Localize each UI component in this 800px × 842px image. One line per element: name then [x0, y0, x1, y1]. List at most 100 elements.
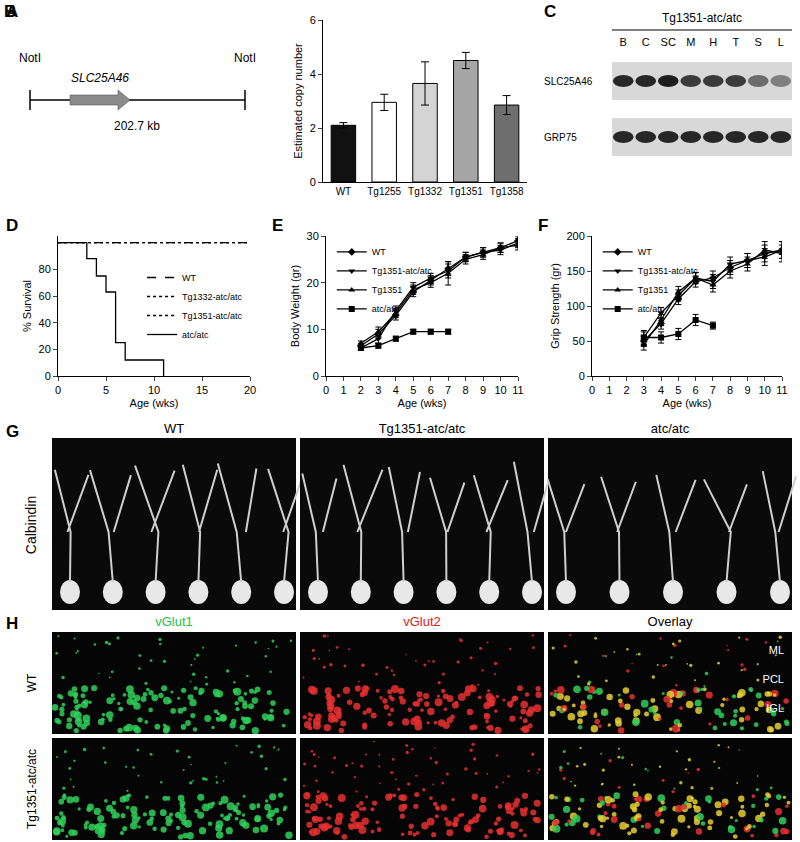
svg-text:WT: WT: [182, 273, 196, 283]
svg-text:0: 0: [310, 176, 316, 188]
svg-text:Tg1332: Tg1332: [408, 186, 442, 197]
svg-text:5: 5: [103, 384, 109, 396]
html-text:G: G: [6, 422, 20, 441]
svg-text:3: 3: [641, 384, 647, 396]
svg-text:30: 30: [307, 230, 319, 242]
svg-text:8: 8: [463, 384, 469, 396]
svg-text:ML: ML: [769, 644, 784, 656]
svg-text:80: 80: [39, 263, 51, 275]
svg-text:WT: WT: [25, 673, 39, 692]
svg-text:PCL: PCL: [763, 673, 784, 685]
svg-text:1: 1: [606, 384, 612, 396]
svg-text:% Survival: % Survival: [21, 280, 33, 332]
svg-text:10: 10: [307, 323, 319, 335]
svg-text:6: 6: [428, 384, 434, 396]
svg-text:Tg1358: Tg1358: [490, 186, 524, 197]
svg-text:SLC25A46: SLC25A46: [71, 71, 129, 85]
svg-text:4: 4: [658, 384, 664, 396]
svg-text:IGL: IGL: [766, 702, 784, 714]
svg-text:WT: WT: [164, 421, 184, 436]
svg-text:Tg1351-atc/atc: Tg1351-atc/atc: [638, 266, 699, 276]
svg-text:M: M: [686, 36, 695, 48]
svg-text:5: 5: [675, 384, 681, 396]
svg-text:7: 7: [445, 384, 451, 396]
svg-text:0: 0: [45, 370, 51, 382]
svg-text:atc/atc: atc/atc: [372, 304, 399, 314]
svg-text:Tg1351-atc/atc: Tg1351-atc/atc: [662, 11, 742, 25]
svg-text:Age (wks): Age (wks): [398, 397, 447, 409]
svg-text:10: 10: [759, 384, 771, 396]
svg-text:2: 2: [623, 384, 629, 396]
svg-text:6: 6: [693, 384, 699, 396]
svg-text:SLC25A46: SLC25A46: [544, 76, 593, 87]
svg-text:11: 11: [776, 384, 787, 396]
svg-text:0: 0: [55, 384, 61, 396]
svg-text:15: 15: [196, 384, 208, 396]
svg-text:T: T: [732, 36, 739, 48]
svg-text:Age (wks): Age (wks): [663, 397, 712, 409]
svg-text:150: 150: [566, 265, 584, 277]
svg-text:Grip Strength (gr): Grip Strength (gr): [549, 263, 561, 349]
svg-text:40: 40: [39, 317, 51, 329]
svg-text:Tg1255: Tg1255: [367, 186, 401, 197]
svg-text:50: 50: [573, 335, 585, 347]
svg-text:9: 9: [744, 384, 750, 396]
svg-text:10: 10: [494, 384, 506, 396]
svg-text:atc/atc: atc/atc: [638, 304, 665, 314]
svg-text:202.7 kb: 202.7 kb: [114, 119, 160, 133]
svg-text:5: 5: [410, 384, 416, 396]
svg-text:WT: WT: [336, 186, 352, 197]
svg-text:L: L: [778, 36, 784, 48]
svg-text:vGlut2: vGlut2: [403, 614, 441, 629]
svg-text:20: 20: [244, 384, 256, 396]
svg-text:Tg1332-atc/atc: Tg1332-atc/atc: [182, 292, 243, 302]
svg-text:Age (wks): Age (wks): [130, 397, 179, 409]
svg-text:atc/atc: atc/atc: [182, 330, 209, 340]
svg-text:4: 4: [393, 384, 399, 396]
svg-text:Tg1351: Tg1351: [372, 285, 403, 295]
svg-text:S: S: [755, 36, 762, 48]
svg-text:SC: SC: [661, 36, 676, 48]
svg-text:GRP75: GRP75: [544, 132, 577, 143]
svg-text:atc/atc: atc/atc: [651, 421, 690, 436]
svg-text:NotI: NotI: [234, 51, 256, 65]
svg-text:7: 7: [710, 384, 716, 396]
svg-text:8: 8: [727, 384, 733, 396]
svg-text:0: 0: [313, 370, 319, 382]
svg-text:WT: WT: [372, 247, 386, 257]
svg-text:Tg1351-atc/atc: Tg1351-atc/atc: [372, 266, 433, 276]
svg-text:0: 0: [579, 370, 585, 382]
svg-text:NotI: NotI: [19, 51, 41, 65]
svg-text:Tg1351: Tg1351: [638, 285, 669, 295]
svg-text:vGlut1: vGlut1: [155, 614, 193, 629]
svg-text:WT: WT: [638, 247, 652, 257]
svg-text:H: H: [709, 36, 717, 48]
svg-text:200: 200: [566, 230, 584, 242]
svg-text:2: 2: [310, 122, 316, 134]
html-text:A: A: [6, 2, 19, 21]
svg-text:Tg1351-atc/atc: Tg1351-atc/atc: [25, 749, 39, 829]
svg-text:Body Weight (gr): Body Weight (gr): [289, 265, 301, 347]
svg-text:20: 20: [39, 343, 51, 355]
svg-text:11: 11: [512, 384, 523, 396]
svg-text:1: 1: [340, 384, 346, 396]
svg-text:3: 3: [375, 384, 381, 396]
svg-text:4: 4: [310, 68, 316, 80]
svg-text:Tg1351-atc/atc: Tg1351-atc/atc: [182, 311, 243, 321]
svg-text:10: 10: [148, 384, 160, 396]
svg-text:Estimated copy number: Estimated copy number: [292, 43, 304, 159]
svg-text:B: B: [620, 36, 627, 48]
svg-text:0: 0: [323, 384, 329, 396]
svg-text:60: 60: [39, 290, 51, 302]
svg-text:C: C: [642, 36, 650, 48]
svg-text:Tg1351-atc/atc: Tg1351-atc/atc: [379, 421, 466, 436]
svg-text:0: 0: [589, 384, 595, 396]
svg-text:Overlay: Overlay: [648, 614, 693, 629]
svg-text:100: 100: [566, 300, 584, 312]
svg-text:6: 6: [310, 14, 316, 26]
svg-text:20: 20: [307, 277, 319, 289]
svg-text:2: 2: [358, 384, 364, 396]
svg-text:9: 9: [480, 384, 486, 396]
svg-text:Calbindin: Calbindin: [23, 496, 39, 554]
svg-text:Tg1351: Tg1351: [449, 186, 483, 197]
